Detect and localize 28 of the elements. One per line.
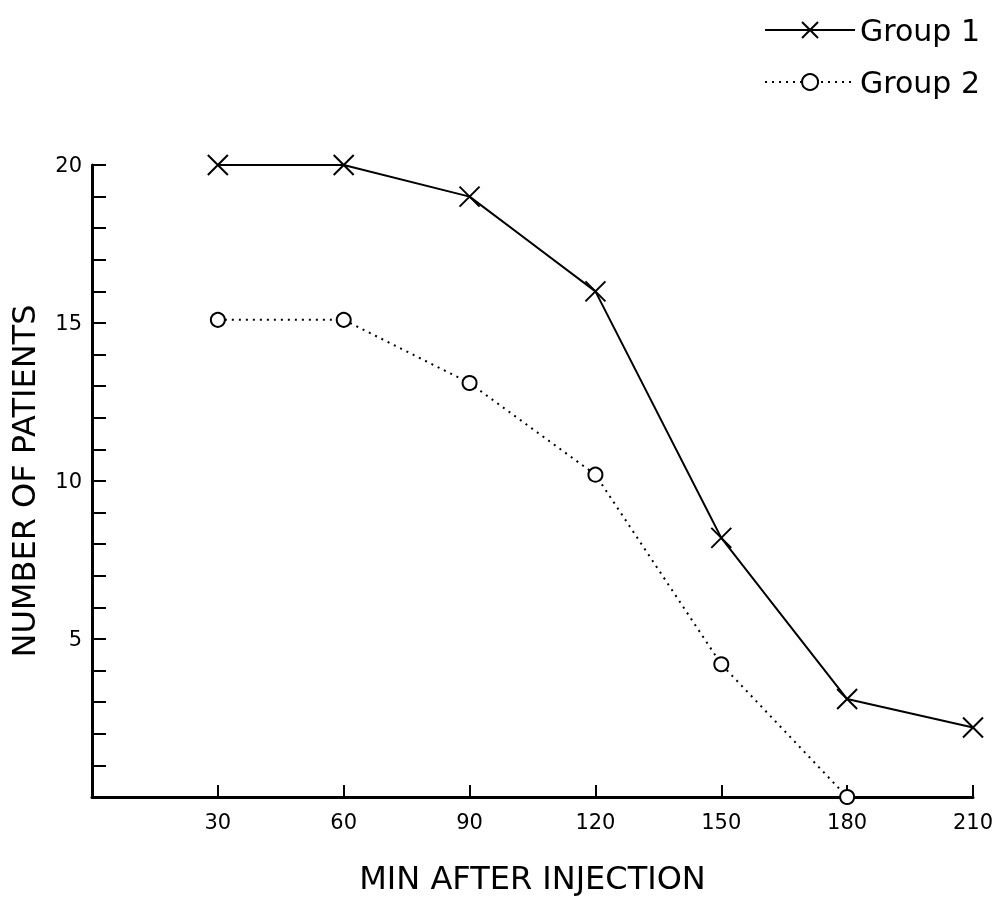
x-tick-label: 180 (827, 809, 868, 834)
legend-label: Group 2 (860, 64, 981, 100)
point (962, 716, 984, 739)
point (461, 375, 478, 392)
point (335, 311, 352, 328)
x-axis-title: MIN AFTER INJECTION (359, 859, 706, 897)
x-tick-label: 120 (575, 809, 616, 834)
x-tick-label: 150 (701, 809, 742, 834)
y-tick-label: 5 (68, 627, 82, 651)
x-tick-label: 210 (952, 809, 994, 834)
y-tick-label: 15 (55, 311, 82, 335)
point (458, 185, 481, 208)
point (206, 154, 229, 176)
point (587, 466, 604, 483)
y-tick-label: 10 (55, 469, 82, 493)
x-tick-label: 30 (204, 809, 232, 834)
legend-label: Group 1 (860, 12, 981, 48)
y-tick-label: 20 (55, 153, 82, 177)
point (836, 688, 859, 711)
point (332, 154, 355, 176)
x-tick-label: 90 (456, 809, 483, 834)
x-tick-label: 60 (330, 809, 358, 834)
point (710, 526, 733, 549)
point (713, 656, 730, 673)
point (209, 311, 226, 328)
point (839, 789, 856, 805)
point (584, 280, 607, 303)
y-axis-title: NUMBER OF PATIENTS (5, 304, 43, 658)
